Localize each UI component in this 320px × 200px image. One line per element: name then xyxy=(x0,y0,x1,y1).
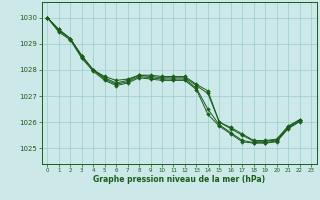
X-axis label: Graphe pression niveau de la mer (hPa): Graphe pression niveau de la mer (hPa) xyxy=(93,175,265,184)
